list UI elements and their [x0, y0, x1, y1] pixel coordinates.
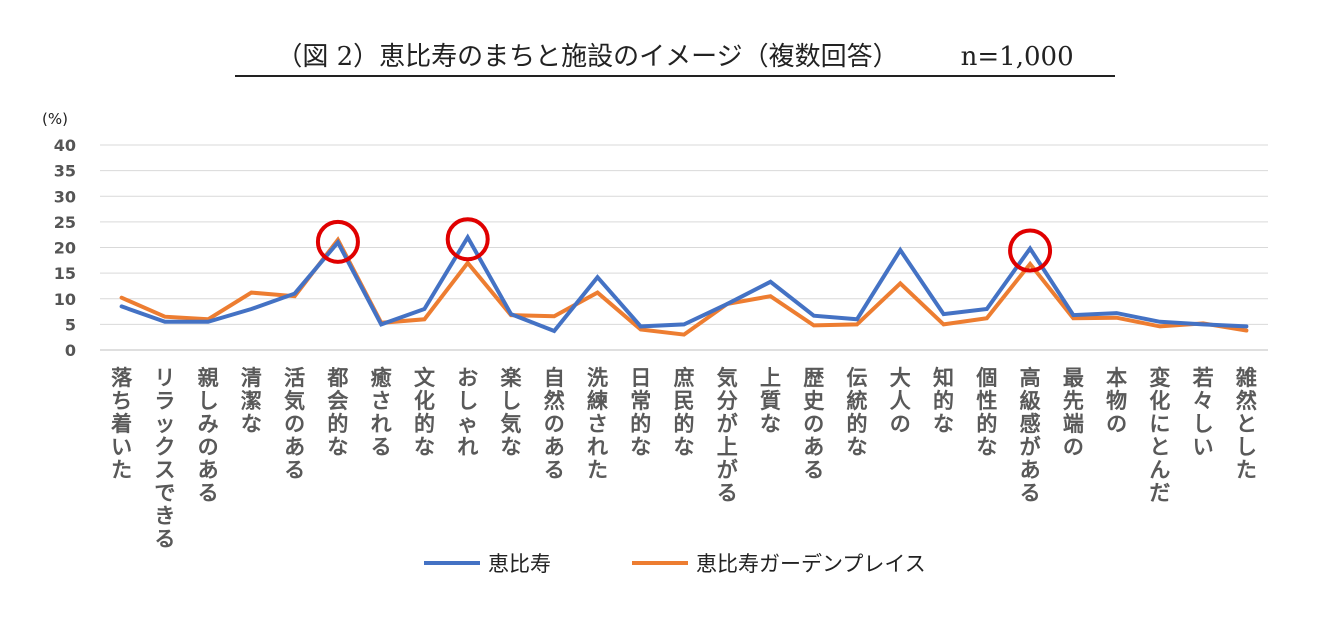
x-category-label: 落ち着いた — [110, 366, 133, 482]
legend: 恵比寿 恵比寿ガーデンプレイス — [424, 552, 926, 576]
y-axis-ticks: 0 5 10 15 20 25 30 35 40 — [54, 136, 76, 360]
x-category-label: 洗練された — [587, 366, 608, 482]
legend-label: 恵比寿ガーデンプレイス — [696, 552, 926, 576]
highlight-circle — [1008, 228, 1053, 273]
y-tick-label: 20 — [54, 239, 76, 258]
x-category-label: 清潔な — [241, 366, 262, 436]
x-category-label: リラックスできる — [154, 366, 175, 551]
y-tick-label: 10 — [54, 290, 76, 309]
x-category-label: 上質な — [760, 366, 781, 436]
x-category-label: 若々しい — [1192, 366, 1214, 459]
chart-title: （図 2）恵比寿のまちと施設のイメージ（複数回答） n=1,000 — [235, 36, 1115, 77]
legend-label: 恵比寿 — [488, 552, 551, 576]
chart-title-main: （図 2）恵比寿のまちと施設のイメージ（複数回答） — [276, 42, 899, 72]
x-category-label: 大人の — [890, 366, 911, 436]
x-category-label: 癒される — [371, 366, 392, 459]
highlight-circle — [315, 219, 360, 264]
y-tick-label: 5 — [65, 315, 76, 334]
x-category-label: 最先端の — [1063, 366, 1085, 459]
x-category-label: 気分が上がる — [717, 366, 738, 505]
x-category-label: おしゃれ — [457, 366, 478, 459]
x-category-label: 変化にとんだ — [1149, 366, 1170, 505]
x-category-label: 個性的な — [975, 366, 997, 459]
x-category-label: 日常的な — [630, 366, 651, 459]
x-category-label: 親しみのある — [198, 366, 219, 505]
x-category-label: 活気のある — [284, 366, 305, 482]
x-category-label: 伝統的な — [847, 366, 868, 459]
x-category-label: 楽し気な — [500, 366, 522, 459]
y-tick-label: 40 — [54, 136, 76, 155]
y-axis-unit-label: (%) — [42, 110, 68, 128]
x-category-label: 雑然とした — [1235, 366, 1257, 482]
series-lines — [119, 233, 1249, 337]
y-tick-label: 25 — [54, 213, 76, 232]
series-line-ebisu-garden-place — [119, 236, 1249, 337]
x-category-label: 高級感がある — [1020, 366, 1041, 505]
highlight-circles — [315, 217, 1053, 273]
x-category-label: 自然のある — [544, 366, 565, 482]
x-category-label: 本物の — [1106, 366, 1127, 436]
y-tick-label: 35 — [54, 162, 76, 181]
y-tick-label: 15 — [54, 264, 76, 283]
gridlines — [100, 144, 1268, 351]
x-category-label: 庶民的な — [674, 366, 695, 459]
x-category-label: 都会的な — [326, 366, 348, 459]
x-category-label: 歴史のある — [803, 366, 825, 482]
x-category-label: 知的な — [933, 366, 954, 436]
highlight-circle — [445, 217, 490, 262]
y-tick-label: 0 — [65, 341, 76, 360]
series-line-ebisu — [119, 233, 1249, 334]
sample-size: n=1,000 — [960, 42, 1074, 72]
x-category-label: 文化的な — [414, 366, 436, 459]
y-tick-label: 30 — [54, 187, 76, 206]
